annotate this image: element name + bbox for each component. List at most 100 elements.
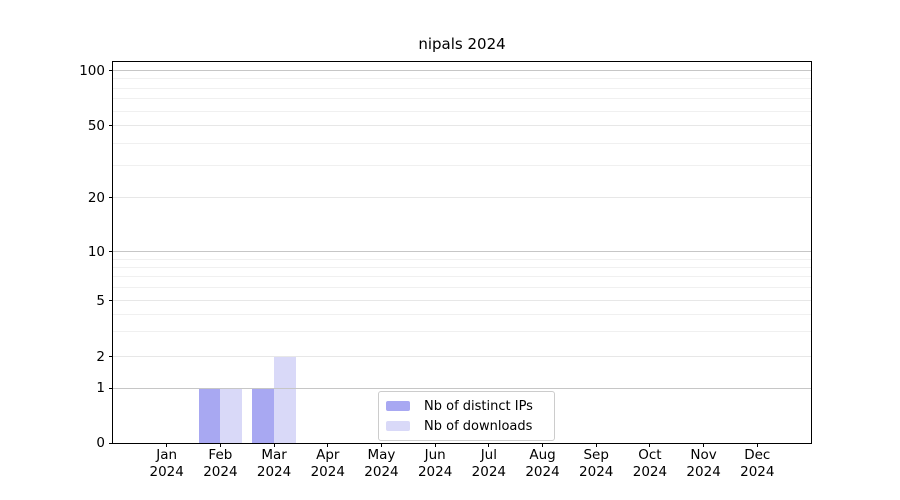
x-tick-label-jan: Jan 2024: [135, 447, 199, 480]
y-tick-20: [109, 197, 113, 199]
x-tick-label-year: 2024: [740, 463, 775, 480]
x-tick-oct: [649, 443, 651, 447]
x-tick-label-aug: Aug 2024: [511, 447, 575, 480]
bar-nb-of-distinct-ips-feb-2024: [198, 388, 221, 443]
y-tick-label-1: 1: [96, 380, 105, 397]
x-tick-label-jul: Jul 2024: [457, 447, 521, 480]
gridline-minor-30: [113, 165, 811, 167]
x-tick-label-month: Aug: [529, 447, 556, 463]
y-tick-label-5: 5: [96, 292, 105, 309]
plot-area: 0 1 2 5 10 20 50 100 Jan 2024 Feb 2024 Mar 2024 Apr 202…: [79, 61, 812, 480]
y-tick-label-0: 0: [96, 435, 105, 451]
x-tick-aug: [542, 443, 544, 447]
gridline-minor-9: [113, 258, 811, 260]
x-tick-label-year: 2024: [417, 463, 453, 480]
y-tick-5: [109, 300, 113, 302]
x-tick-label-month: Nov: [690, 447, 717, 463]
x-tick-label-year: 2024: [256, 463, 292, 480]
gridline-1: [113, 387, 811, 389]
x-tick-label-year: 2024: [632, 463, 668, 480]
x-tick-label-month: Dec: [744, 447, 771, 463]
gridline-2: [113, 356, 811, 358]
chart-title: nipals 2024: [418, 35, 506, 53]
y-tick-1: [109, 387, 113, 389]
x-tick-label-year: 2024: [525, 463, 560, 480]
x-tick-jan: [166, 443, 168, 447]
x-tick-label-month: Mar: [261, 447, 287, 463]
x-tick-label-year: 2024: [686, 463, 721, 480]
x-tick-label-month: May: [367, 447, 396, 463]
x-tick-label-mar: Mar 2024: [242, 447, 306, 480]
x-tick-label-year: 2024: [310, 463, 345, 480]
bars-layer: [113, 62, 811, 443]
gridline-100: [113, 70, 811, 71]
x-tick-mar: [273, 443, 275, 447]
y-tick-0: [109, 442, 113, 444]
x-tick-jun: [434, 443, 436, 447]
x-tick-dec: [756, 443, 758, 447]
legend-label-nb-of-distinct-ips: Nb of distinct IPs: [424, 398, 533, 414]
x-tick-label-year: 2024: [203, 463, 238, 480]
gridline-minor-60: [113, 110, 811, 112]
x-tick-label-month: Sep: [583, 447, 609, 463]
x-tick-feb: [219, 443, 221, 447]
x-tick-label-month: Oct: [638, 447, 662, 463]
y-tick-100: [109, 70, 113, 71]
x-tick-label-apr: Apr 2024: [296, 447, 360, 480]
legend: Nb of distinct IPs Nb of downloads: [378, 391, 555, 441]
bar-nb-of-downloads-feb-2024: [220, 388, 243, 443]
y-tick-label-20: 20: [87, 189, 105, 206]
x-tick-label-month: Jun: [424, 447, 446, 463]
x-tick-jul: [488, 443, 490, 447]
x-tick-label-month: Jul: [480, 447, 497, 463]
x-tick-apr: [327, 443, 329, 447]
gridline-minor-4: [113, 313, 811, 315]
gridline-minor-80: [113, 87, 811, 89]
y-tick-2: [109, 356, 113, 358]
y-tick-10: [109, 251, 113, 253]
gridline-minor-6: [113, 287, 811, 289]
legend-label-nb-of-downloads: Nb of downloads: [424, 418, 533, 434]
x-tick-nov: [703, 443, 705, 447]
x-tick-label-month: Jan: [156, 447, 178, 463]
x-tick-label-nov: Nov 2024: [672, 447, 736, 480]
gridline-5: [113, 300, 811, 302]
gridline-50: [113, 125, 811, 127]
gridline-minor-8: [113, 266, 811, 268]
x-tick-label-month: Apr: [316, 447, 340, 463]
legend-swatch-nb-of-distinct-ips: [386, 401, 410, 411]
y-tick-label-10: 10: [87, 243, 105, 260]
x-tick-label-may: May 2024: [349, 447, 413, 480]
legend-swatch-nb-of-downloads: [386, 421, 410, 431]
major-gridlines-layer: [113, 62, 811, 443]
gridline-minor-3: [113, 331, 811, 333]
x-tick-label-year: 2024: [579, 463, 614, 480]
x-tick-sep: [595, 443, 597, 447]
y-tick-label-100: 100: [79, 62, 105, 79]
gridline-minor-7: [113, 276, 811, 278]
bar-nb-of-downloads-mar-2024: [274, 356, 296, 443]
minor-gridlines-layer: [113, 62, 811, 443]
legend-item-nb-of-downloads: Nb of downloads: [386, 418, 546, 434]
x-tick-label-dec: Dec 2024: [725, 447, 789, 480]
x-tick-label-year: 2024: [364, 463, 399, 480]
axis-ticks-layer: 0 1 2 5 10 20 50 100 Jan 2024 Feb 2024 Mar 2024 Apr 202…: [79, 62, 811, 480]
gridline-20: [113, 197, 811, 199]
legend-item-nb-of-distinct-ips: Nb of distinct IPs: [386, 398, 546, 414]
gridline-minor-90: [113, 78, 811, 80]
x-tick-label-feb: Feb 2024: [188, 447, 252, 480]
gridline-minor-70: [113, 98, 811, 100]
x-tick-label-month: Feb: [208, 447, 233, 463]
bar-nb-of-distinct-ips-mar-2024: [252, 388, 275, 443]
x-tick-label-jun: Jun 2024: [403, 447, 467, 480]
gridline-minor-40: [113, 142, 811, 144]
y-tick-50: [109, 125, 113, 127]
x-tick-label-oct: Oct 2024: [618, 447, 682, 480]
x-tick-label-year: 2024: [149, 463, 184, 480]
x-tick-may: [380, 443, 382, 447]
x-tick-label-year: 2024: [471, 463, 507, 480]
x-tick-label-sep: Sep 2024: [564, 447, 628, 480]
y-tick-label-2: 2: [96, 348, 105, 365]
gridline-10: [113, 251, 811, 253]
